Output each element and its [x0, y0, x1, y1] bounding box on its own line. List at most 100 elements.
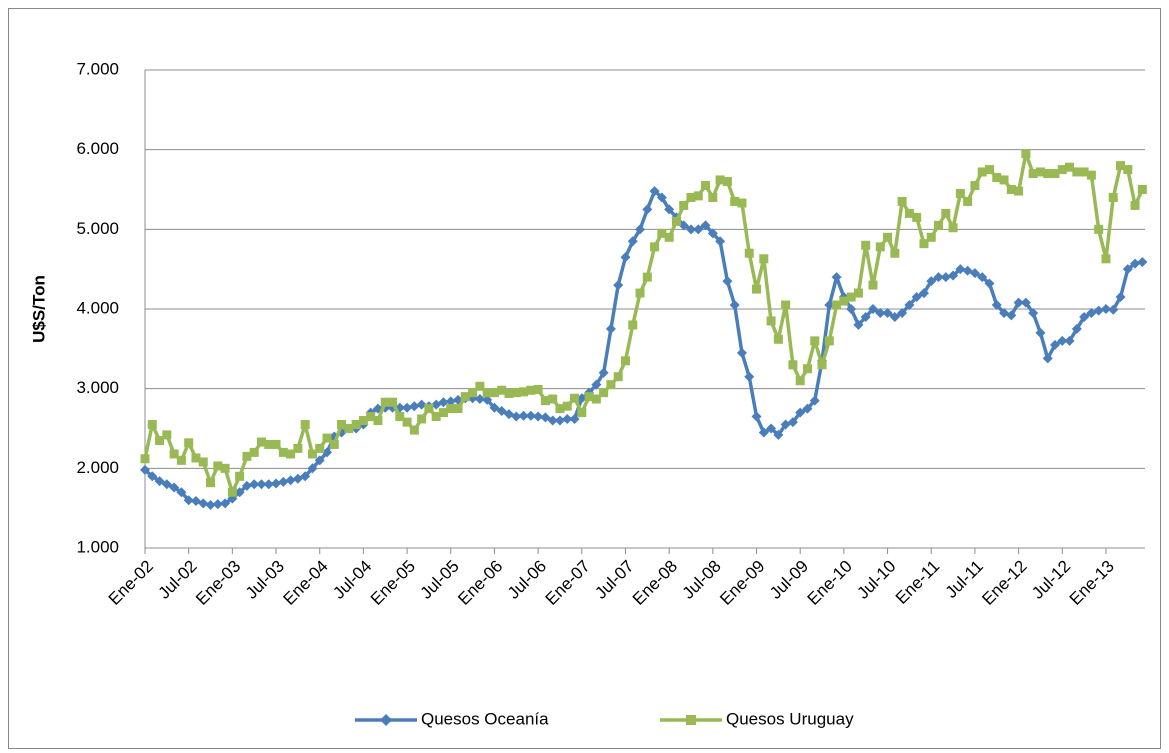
diamond-marker	[889, 311, 900, 322]
square-marker	[206, 478, 216, 488]
square-marker	[671, 216, 681, 226]
square-marker	[1130, 200, 1140, 210]
square-marker	[329, 439, 339, 449]
square-marker	[468, 388, 478, 398]
diamond-marker	[161, 479, 172, 490]
diamond-marker	[605, 323, 616, 334]
diamond-marker	[271, 478, 282, 489]
square-marker	[227, 487, 237, 497]
square-marker	[1057, 165, 1067, 175]
square-marker	[198, 457, 208, 467]
diamond-marker	[809, 395, 820, 406]
square-marker	[264, 439, 274, 449]
diamond-marker	[1057, 335, 1068, 346]
square-marker	[628, 320, 638, 330]
square-marker	[1021, 149, 1031, 159]
square-marker	[140, 454, 150, 464]
diamond-marker	[554, 415, 565, 426]
square-marker	[249, 447, 259, 457]
square-marker	[1050, 169, 1060, 179]
square-marker	[388, 397, 398, 407]
square-marker	[1101, 254, 1111, 264]
square-marker	[832, 300, 842, 310]
square-marker	[679, 200, 689, 210]
diamond-marker	[758, 427, 769, 438]
square-marker	[453, 404, 463, 414]
diamond-marker	[933, 272, 944, 283]
square-marker	[912, 212, 922, 222]
square-marker	[533, 384, 543, 394]
diamond-marker	[926, 276, 937, 287]
diamond-marker	[1035, 327, 1046, 338]
diamond-marker	[693, 224, 704, 235]
square-marker	[897, 196, 907, 206]
diamond-marker	[1020, 297, 1031, 308]
square-marker	[591, 394, 601, 404]
square-marker	[766, 316, 776, 326]
diamond-marker	[860, 311, 871, 322]
square-marker	[657, 228, 667, 238]
diamond-marker	[991, 300, 1002, 311]
square-marker	[1065, 162, 1075, 172]
square-marker	[1086, 170, 1096, 180]
diamond-marker	[787, 417, 798, 428]
diamond-marker	[183, 495, 194, 506]
square-marker	[256, 437, 266, 447]
diamond-marker	[140, 464, 150, 475]
diamond-marker	[897, 307, 908, 318]
diamond-marker	[824, 300, 835, 311]
diamond-marker	[948, 270, 959, 281]
diamond-marker	[977, 272, 988, 283]
square-marker	[402, 417, 412, 427]
diamond-marker	[1079, 311, 1090, 322]
y-tick-label: 1.000	[76, 537, 119, 556]
diamond-marker	[409, 401, 420, 412]
square-marker	[795, 376, 805, 386]
diamond-marker	[1050, 339, 1060, 350]
square-marker	[1006, 185, 1016, 194]
square-marker	[934, 220, 944, 230]
diamond-marker	[795, 407, 806, 418]
square-marker	[562, 401, 572, 411]
diamond-marker	[256, 479, 267, 490]
chart-frame	[8, 8, 1161, 749]
square-marker	[817, 360, 827, 370]
square-marker	[489, 388, 499, 398]
diamond-marker	[853, 319, 864, 330]
diamond-marker	[969, 268, 980, 279]
diamond-marker	[1093, 305, 1104, 316]
square-marker	[744, 248, 754, 258]
square-marker	[1123, 165, 1133, 175]
diamond-marker	[249, 479, 260, 490]
square-marker	[1072, 167, 1082, 177]
square-marker	[570, 393, 580, 403]
diamond-marker	[635, 224, 646, 235]
square-marker	[184, 438, 194, 448]
legend-label: Quesos Uruguay	[726, 709, 854, 728]
square-marker	[686, 192, 696, 202]
square-marker	[970, 181, 980, 191]
diamond-marker	[205, 499, 216, 510]
square-marker	[1094, 224, 1104, 234]
diamond-marker	[875, 307, 886, 318]
diamond-marker	[154, 476, 165, 487]
diamond-marker	[1006, 310, 1017, 321]
diamond-marker	[1115, 292, 1126, 303]
diamond-marker	[1137, 256, 1148, 267]
square-marker	[875, 242, 885, 252]
square-marker	[555, 404, 565, 414]
square-marker	[802, 364, 812, 374]
square-marker	[941, 208, 951, 218]
square-marker	[438, 408, 448, 418]
diamond-marker	[642, 204, 653, 215]
square-marker	[366, 412, 376, 422]
square-marker	[613, 372, 623, 382]
diamond-marker	[766, 423, 777, 434]
square-marker	[176, 455, 186, 465]
square-marker	[650, 242, 660, 252]
diamond-marker	[868, 304, 878, 314]
diamond-marker	[722, 276, 733, 287]
square-marker	[635, 288, 645, 298]
square-marker	[883, 232, 893, 242]
